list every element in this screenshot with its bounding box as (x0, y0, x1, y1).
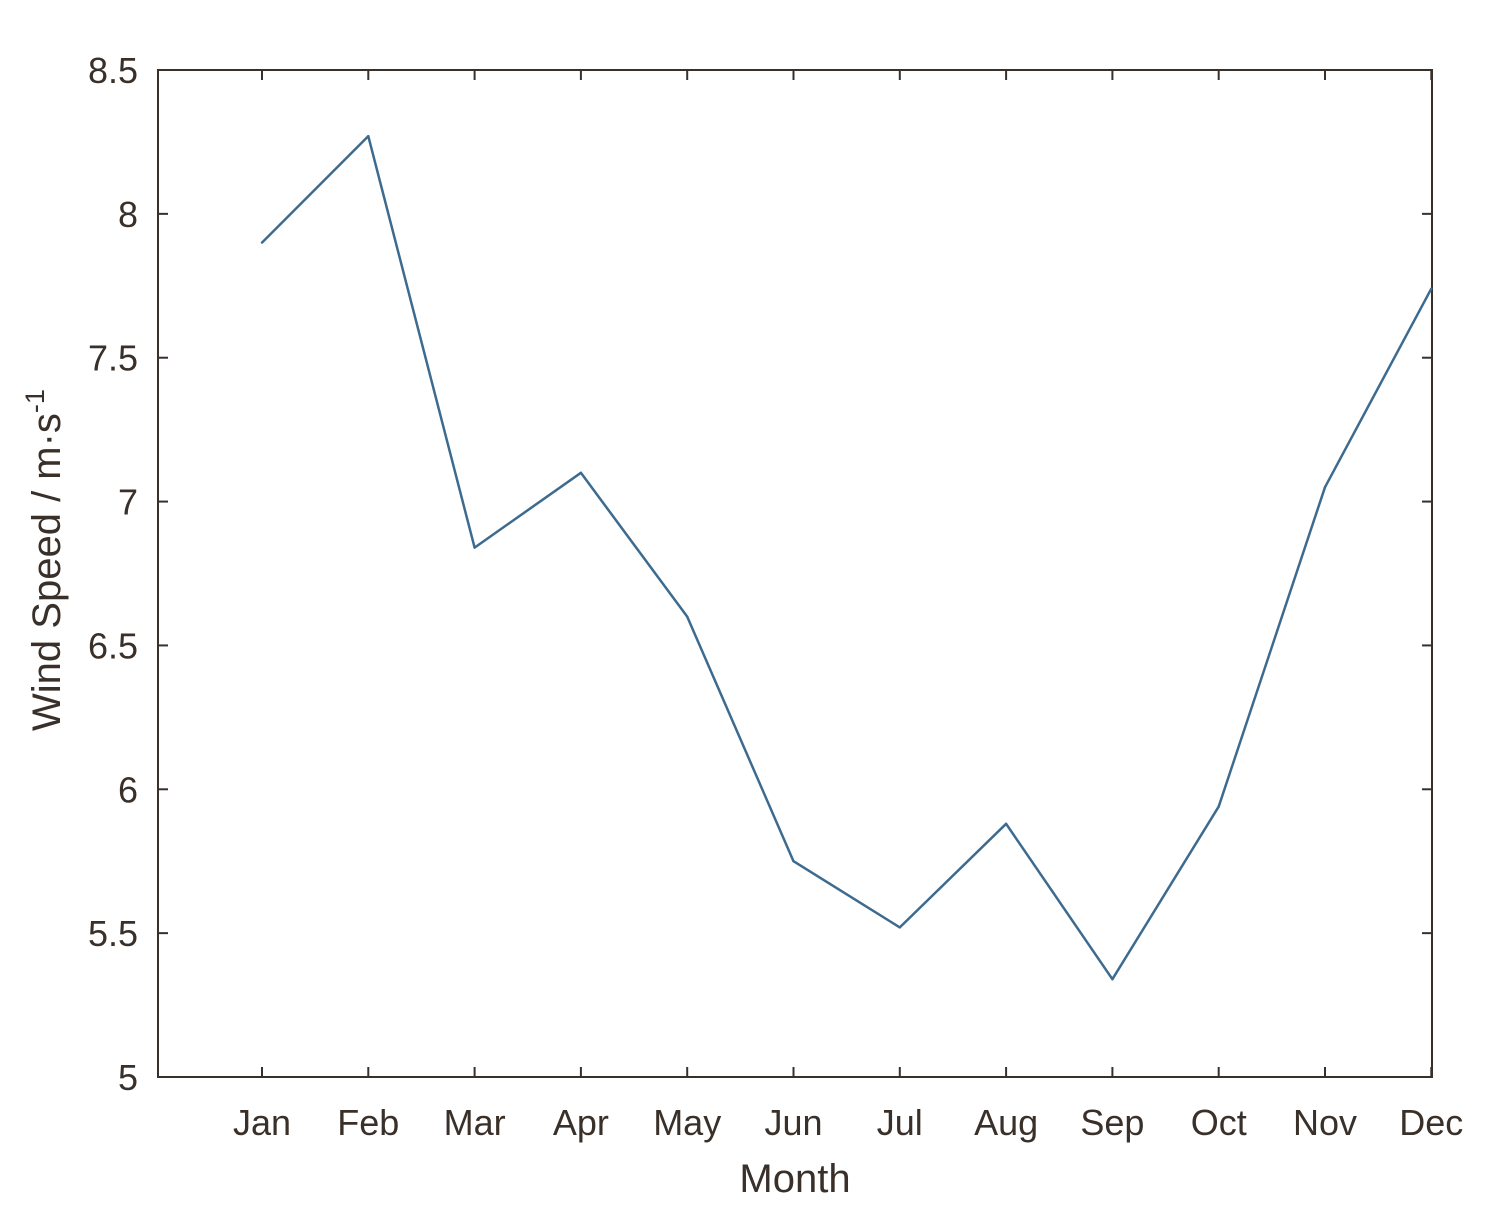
data-point-apr (579, 471, 583, 474)
y-tick-label: 5 (118, 1057, 138, 1098)
data-point-aug (1004, 822, 1008, 826)
data-point-may (686, 615, 689, 618)
y-axis-label-superscript: -1 (20, 389, 50, 413)
y-tick-label: 6 (118, 769, 138, 810)
data-point-jan (260, 241, 264, 244)
data-point-sep (1111, 977, 1114, 981)
data-point-jun (792, 860, 795, 863)
y-axis-label-main: Wind Speed / m·s (25, 413, 69, 731)
axis-ticks (158, 69, 1433, 1078)
y-tick-labels: 5 5.5 6 6.5 7 7.5 8 8.5 (88, 50, 138, 1098)
plot-frame (157, 69, 1433, 1078)
x-tick-label: Jul (877, 1102, 923, 1143)
data-point-jul (898, 926, 901, 929)
data-point-feb (367, 134, 370, 138)
y-tick-label: 7.5 (88, 338, 138, 379)
x-tick-label: Apr (553, 1102, 609, 1143)
y-tick-label: 7 (118, 482, 138, 523)
x-tick-label: Mar (444, 1102, 506, 1143)
x-tick-label: Oct (1191, 1102, 1247, 1143)
y-axis-label: Wind Speed / m·s-1 (20, 389, 69, 731)
x-tick-label: Jan (233, 1102, 291, 1143)
data-point-oct (1217, 805, 1220, 808)
x-tick-label: Sep (1080, 1102, 1144, 1143)
data-point-dec (1430, 287, 1433, 290)
y-tick-label: 8.5 (88, 50, 138, 91)
data-point-mar (473, 546, 476, 549)
x-tick-label: Jun (764, 1102, 822, 1143)
x-axis-label: Month (739, 1157, 850, 1201)
x-tick-label: May (653, 1102, 721, 1143)
y-tick-label: 8 (118, 194, 138, 235)
series-layer (260, 134, 1433, 981)
x-tick-labels: Jan Feb Mar Apr May Jun Jul Aug Sep Oct Nov Dec (233, 1102, 1463, 1143)
y-tick-label: 6.5 (88, 625, 138, 666)
x-tick-label: Aug (974, 1102, 1038, 1143)
x-tick-label: Nov (1293, 1102, 1357, 1143)
y-tick-label: 5.5 (88, 913, 138, 954)
x-tick-label: Dec (1399, 1102, 1463, 1143)
data-point-nov (1323, 485, 1327, 489)
series-line (261, 134, 1433, 981)
x-tick-label: Feb (337, 1102, 399, 1143)
